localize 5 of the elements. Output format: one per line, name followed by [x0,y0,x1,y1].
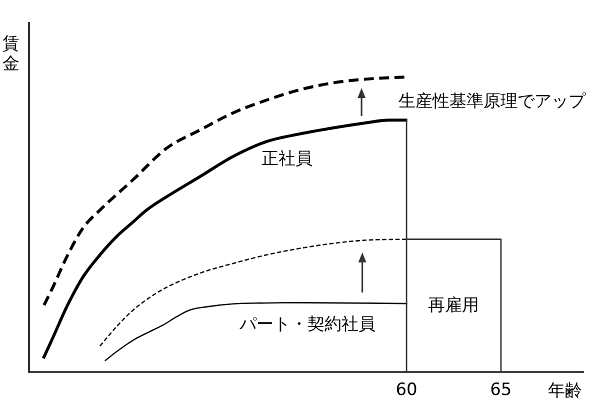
y-axis-title: 賃金 [2,34,20,74]
x-tick: 60 [396,380,418,400]
x-tick: 65 [490,380,512,400]
x-axis-title: 年齢 [548,381,582,401]
annotation: 生産性基準原理でアップ [398,92,586,112]
